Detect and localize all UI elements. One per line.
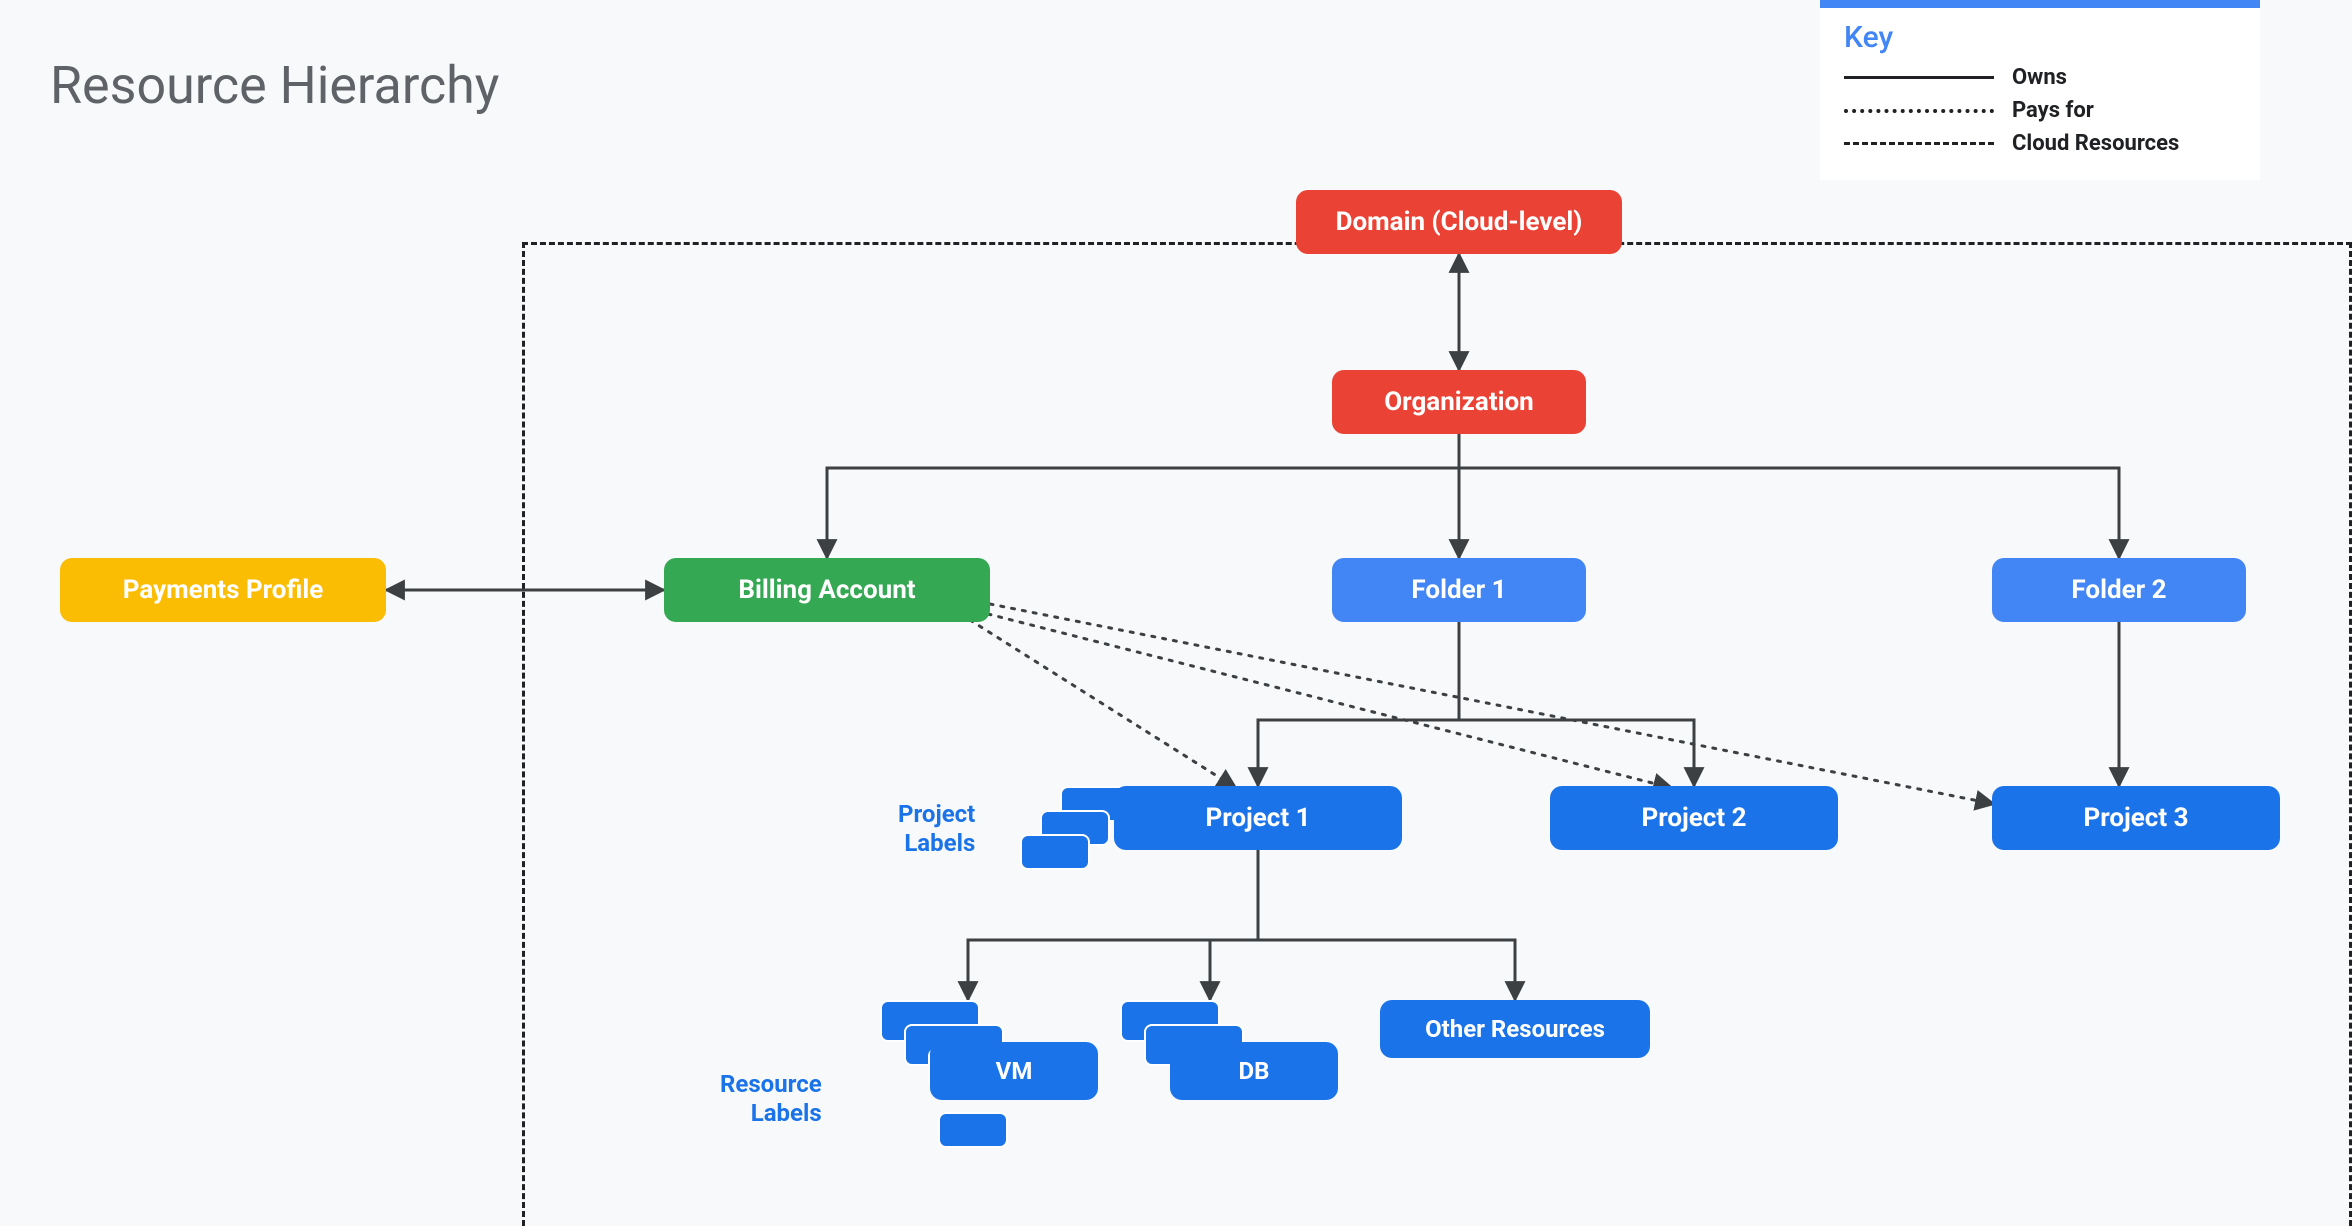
node-db: DB <box>1170 1042 1338 1100</box>
node-folder1: Folder 1 <box>1332 558 1586 622</box>
vm_labels_stack-extra <box>938 1112 1008 1148</box>
legend-row-owns: Owns <box>1844 65 2236 90</box>
legend-label-paysfor: Pays for <box>2012 98 2094 123</box>
node-other: Other Resources <box>1380 1000 1650 1058</box>
node-project3: Project 3 <box>1992 786 2280 850</box>
node-organization: Organization <box>1332 370 1586 434</box>
project_labels_stack-box-2 <box>1020 834 1090 870</box>
legend-line-dashed <box>1844 142 1994 145</box>
legend-line-solid <box>1844 76 1994 79</box>
node-domain: Domain (Cloud-level) <box>1296 190 1622 254</box>
project_labels_text: ProjectLabels <box>898 800 975 858</box>
node-folder2: Folder 2 <box>1992 558 2246 622</box>
node-payments: Payments Profile <box>60 558 386 622</box>
legend-row-cloud: Cloud Resources <box>1844 131 2236 156</box>
legend-title: Key <box>1844 20 2236 55</box>
legend-line-dotted <box>1844 109 1994 113</box>
node-project2: Project 2 <box>1550 786 1838 850</box>
node-project1: Project 1 <box>1114 786 1402 850</box>
legend-row-paysfor: Pays for <box>1844 98 2236 123</box>
node-vm: VM <box>930 1042 1098 1100</box>
legend-label-cloud: Cloud Resources <box>2012 131 2179 156</box>
page-title: Resource Hierarchy <box>50 55 499 116</box>
node-billing: Billing Account <box>664 558 990 622</box>
legend-panel: Key Owns Pays for Cloud Resources <box>1820 0 2260 180</box>
legend-label-owns: Owns <box>2012 65 2067 90</box>
resource_labels_text: ResourceLabels <box>720 1070 822 1128</box>
